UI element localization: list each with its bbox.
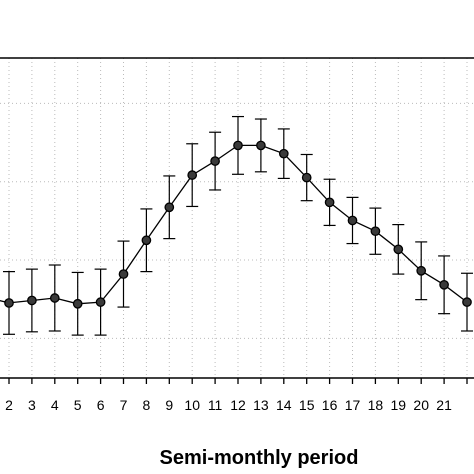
- x-tick-label: 18: [368, 397, 384, 413]
- grid-lines: [0, 58, 474, 378]
- data-point: [370, 226, 381, 237]
- x-tick-label: 19: [391, 397, 407, 413]
- data-point: [210, 156, 220, 166]
- x-tick-label: 13: [253, 397, 269, 413]
- data-point: [4, 298, 14, 308]
- x-tick-label: 2: [5, 397, 13, 413]
- data-point: [324, 197, 335, 208]
- data-point: [256, 140, 266, 151]
- data-point: [187, 170, 198, 180]
- plot-frame: [0, 57, 474, 379]
- x-tick-label: 9: [165, 397, 173, 413]
- x-tick-label: 16: [322, 397, 338, 413]
- data-point: [393, 244, 404, 255]
- data-point: [347, 215, 358, 226]
- data-point: [439, 279, 449, 290]
- data-point: [278, 148, 289, 159]
- x-axis-tick-labels: 123456789101112131415161718192021: [5, 397, 452, 413]
- x-tick-label: 7: [120, 397, 128, 413]
- data-point: [49, 293, 60, 303]
- x-tick-label: 12: [230, 397, 246, 413]
- x-axis-title: Semi-monthly period: [160, 447, 359, 469]
- data-point: [164, 202, 175, 213]
- x-tick-label: 17: [345, 397, 361, 413]
- data-point: [301, 172, 312, 183]
- x-tick-label: 6: [97, 397, 105, 413]
- x-tick-label: 14: [276, 397, 292, 413]
- data-points: [4, 140, 472, 309]
- x-tick-label: 5: [74, 397, 82, 413]
- series-polyline: [0, 144, 468, 305]
- x-tick-label: 11: [208, 397, 223, 413]
- data-point: [72, 298, 83, 309]
- x-tick-label: 3: [28, 397, 36, 413]
- data-point: [141, 235, 152, 246]
- x-axis-ticks: [8, 378, 468, 384]
- x-tick-label: 21: [436, 397, 452, 413]
- series-line: [0, 144, 468, 305]
- x-tick-label: 4: [51, 397, 59, 413]
- x-tick-label: 10: [184, 397, 200, 413]
- data-point: [95, 297, 106, 307]
- x-tick-label: 20: [413, 397, 429, 413]
- data-point: [233, 140, 243, 151]
- x-tick-label: 15: [299, 397, 315, 413]
- data-point: [27, 295, 37, 306]
- x-tick-label: 8: [143, 397, 151, 413]
- data-point: [118, 269, 129, 279]
- data-point: [462, 297, 472, 307]
- data-point: [416, 265, 427, 276]
